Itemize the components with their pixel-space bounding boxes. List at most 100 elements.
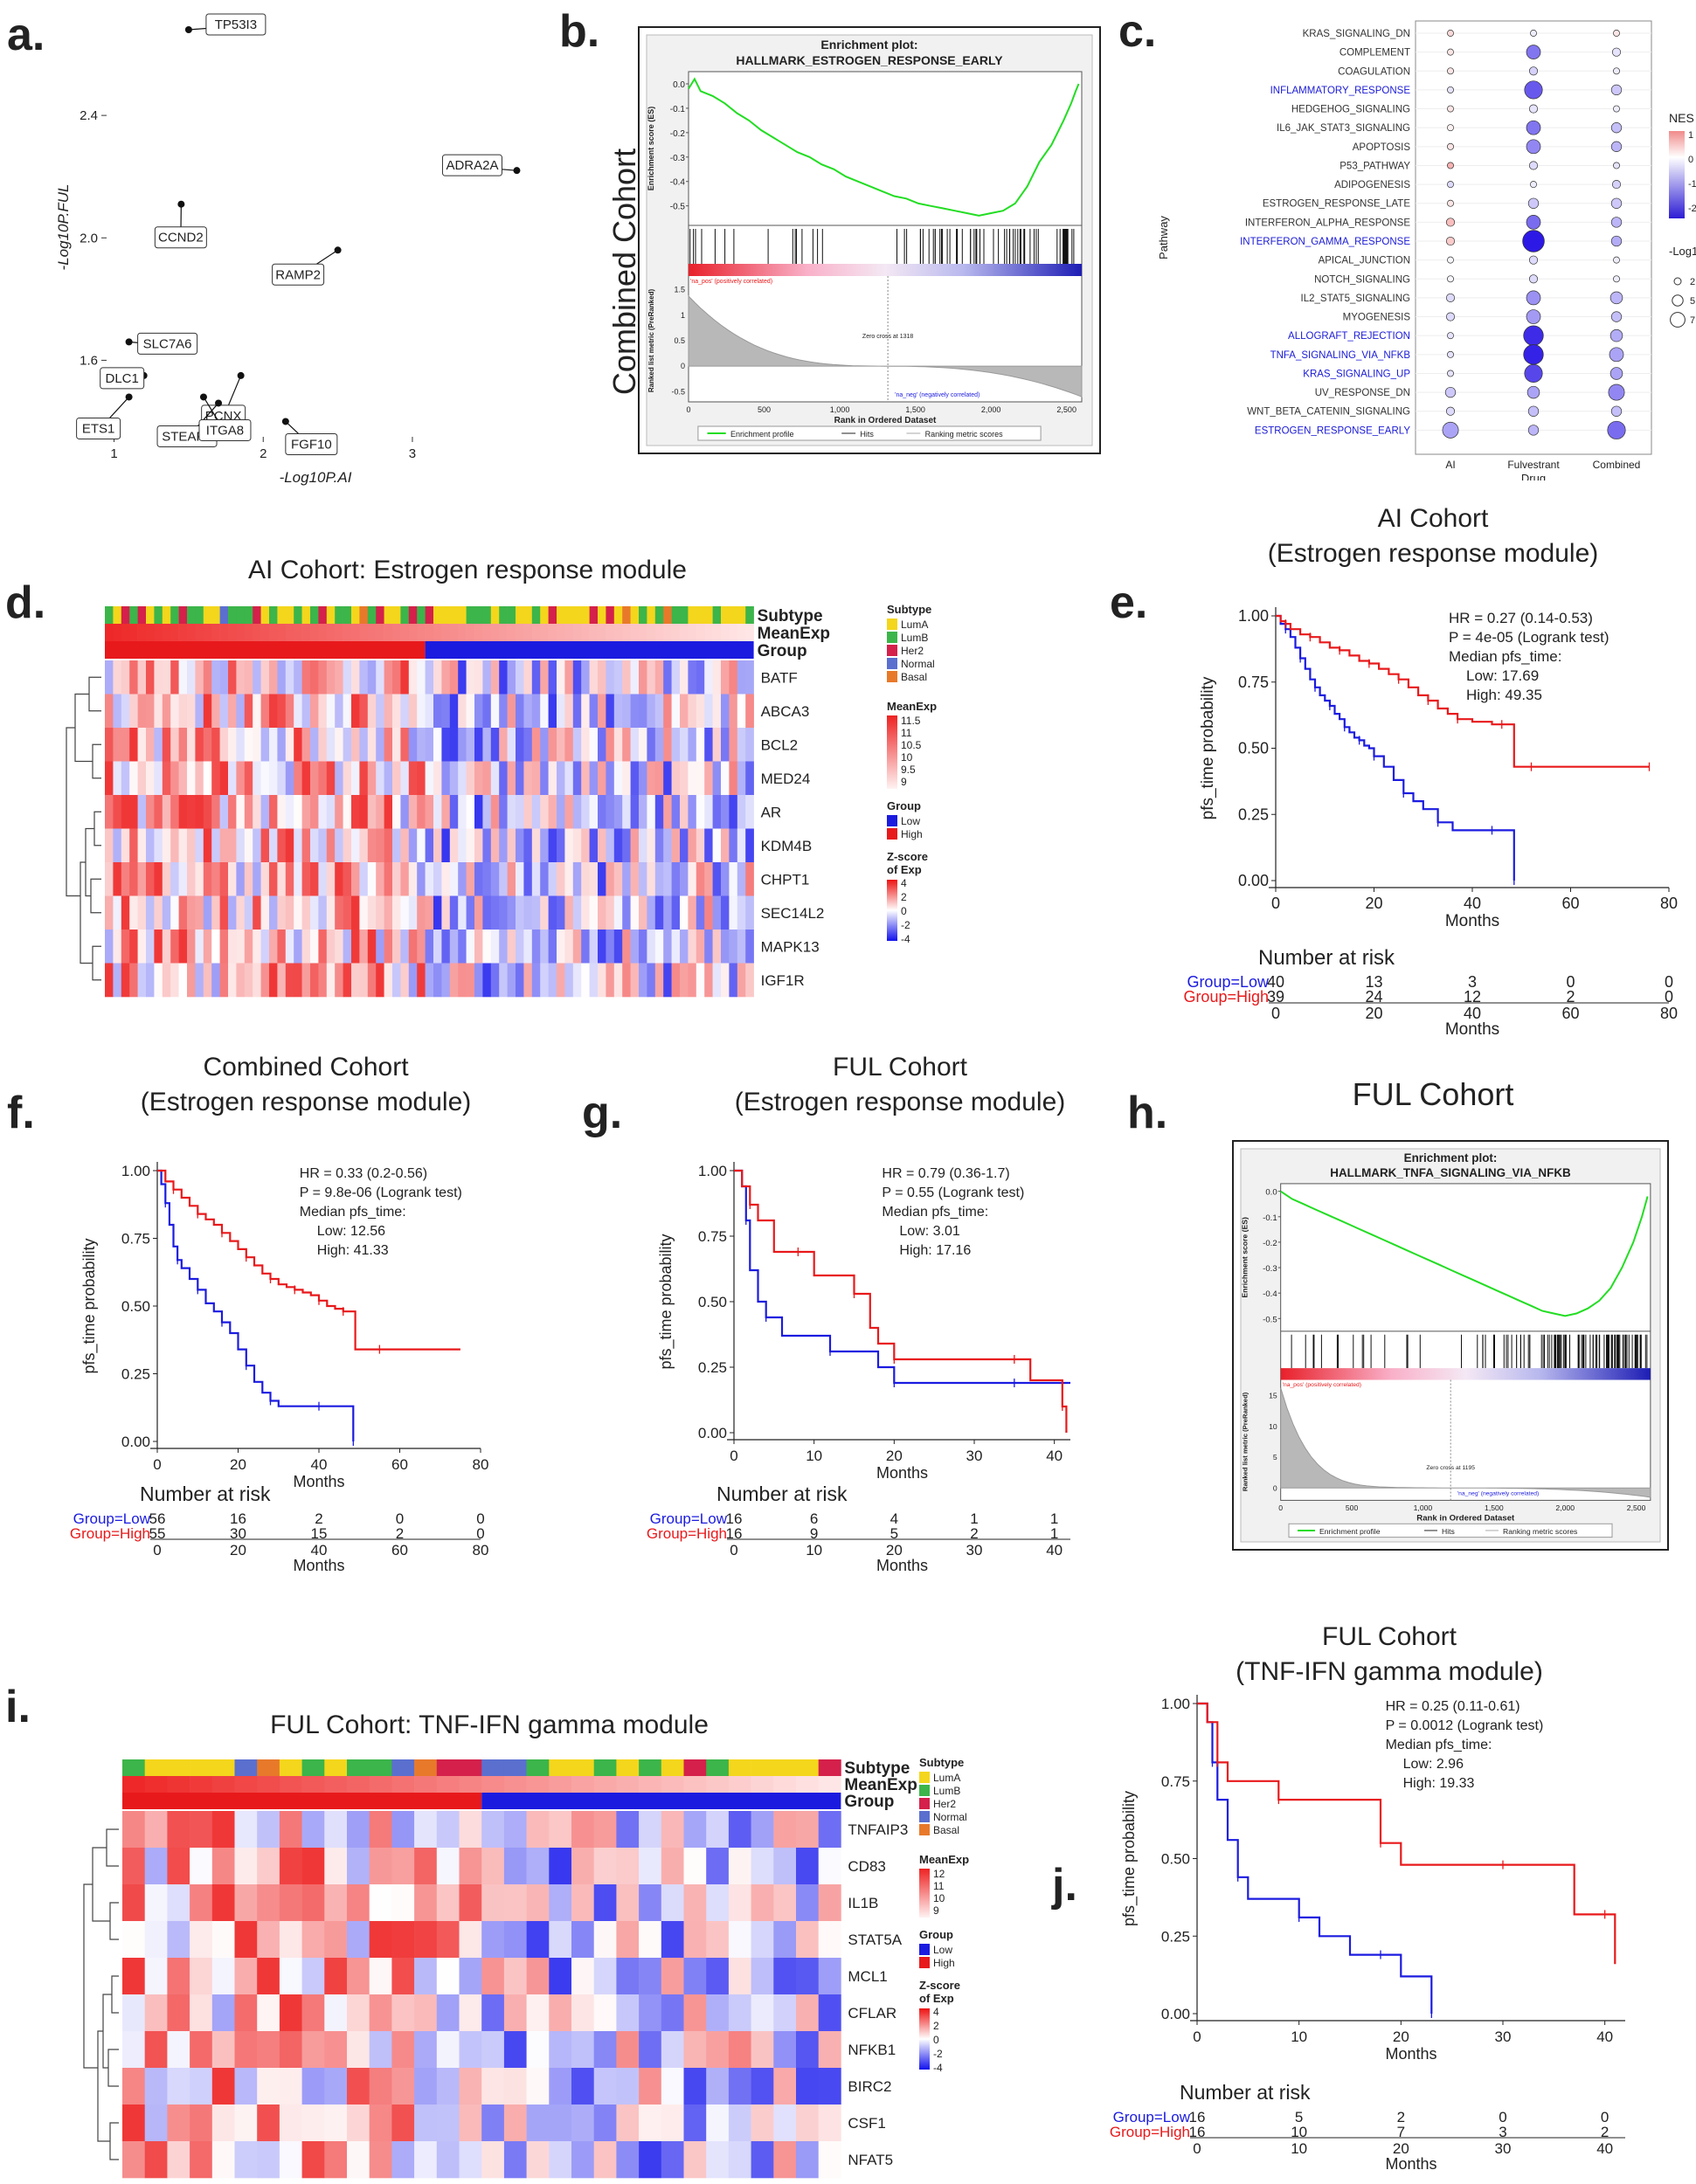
subtype-cell [630, 606, 640, 624]
heatmap-cell [598, 761, 606, 796]
heatmap-cell [481, 1848, 505, 1885]
heatmap-cell [696, 694, 705, 729]
heatmap-cell [639, 1958, 662, 1995]
km-annotation: Median pfs_time: [882, 1205, 988, 1220]
subtype-cell [474, 606, 483, 624]
heatmap-cell [425, 761, 434, 796]
heatmap-cell [680, 728, 689, 762]
heatmap-cell [490, 828, 500, 863]
subtype-cell [683, 1759, 707, 1776]
heatmap-cell [796, 1921, 819, 1959]
heatmap-cell [433, 660, 442, 695]
subtype-cell [129, 606, 138, 624]
heatmap-cell [549, 1848, 572, 1885]
pathway-dot [1526, 290, 1541, 306]
pathway-dot [1445, 406, 1456, 416]
heatmap-cell [301, 1811, 325, 1849]
heatmap-cell [369, 1994, 392, 2032]
legend-subtype-swatch [919, 1798, 930, 1809]
heatmap-cell [236, 761, 246, 796]
heatmap-cell [589, 828, 599, 863]
heatmap-cell [347, 1958, 370, 1995]
heatmap-cell [170, 963, 179, 998]
heatmap-cell [706, 2141, 730, 2179]
heatmap-cell [408, 930, 418, 964]
heatmap-cell [211, 2068, 235, 2105]
heatmap-cell [507, 795, 516, 829]
heatmap-cell [211, 930, 220, 964]
km-annotation: HR = 0.27 (0.14-0.53) [1449, 610, 1593, 626]
heatmap-cell [796, 1994, 819, 2032]
heatmap-cell [277, 728, 287, 762]
x-tick-label: 80 [1660, 895, 1678, 912]
meanexp-cell [154, 624, 163, 641]
legend-meanexp-label: 9 [933, 1904, 939, 1917]
pathway-dot [1530, 30, 1537, 37]
pathway-dot [1527, 425, 1540, 436]
subtype-cell [548, 606, 557, 624]
subtype-cell [167, 1759, 190, 1776]
heatmap-cell [195, 895, 204, 930]
heatmap-cell [121, 930, 130, 964]
heatmap-cell [234, 1848, 258, 1885]
heatmap-cell [613, 728, 623, 762]
heatmap-cell [414, 2031, 438, 2069]
heatmap-cell [737, 761, 746, 796]
heatmap-cell [647, 728, 656, 762]
heatmap-cell [369, 2105, 392, 2142]
heatmap-cell [253, 761, 261, 796]
label-box [285, 432, 338, 455]
pathway-dot [1447, 181, 1454, 189]
heatmap-cell [557, 963, 565, 998]
subtype-cell [490, 606, 500, 624]
heatmap-cell [257, 2031, 280, 2069]
heatmap-cell [751, 1811, 774, 1849]
heatmap-cell [704, 761, 713, 796]
heatmap-cell [203, 694, 212, 729]
heatmap-cell [369, 2068, 392, 2105]
legend-meanexp-label: 9 [901, 776, 907, 788]
risk-row-label: Group=High [70, 1525, 150, 1542]
subtype-cell [154, 606, 163, 624]
heatmap-cell [704, 795, 713, 829]
heatmap-cell [167, 1921, 190, 1959]
es-axis-label: Enrichment score (ES) [1240, 1217, 1249, 1298]
heatmap-cell [481, 2141, 505, 2179]
heatmap-cell [391, 1958, 415, 1995]
heatmap-cell [279, 1848, 302, 1885]
heatmap-cell [751, 1994, 774, 2032]
heatmap-cell [481, 2031, 505, 2069]
heatmap-cell [234, 2105, 258, 2142]
pathway-label: IL2_STAT5_SIGNALING [1301, 294, 1411, 304]
heatmap-cell [244, 862, 253, 896]
legend-z-label: -2 [933, 2048, 943, 2060]
heatmap-cell [122, 2105, 145, 2142]
heatmap-cell [507, 895, 516, 930]
panel-j-title-line2: (TNF-IFN gamma module) [1236, 1657, 1543, 1686]
heatmap-cell [367, 660, 377, 695]
legend-subtype-swatch [919, 1811, 930, 1822]
panel-e-title-line1: AI Cohort [1377, 504, 1489, 533]
heatmap-cell [253, 728, 261, 762]
heatmap-cell [458, 694, 467, 729]
heatmap-cell [113, 963, 122, 998]
heatmap-cell [622, 761, 631, 796]
risk-table-title: Number at risk [1180, 2081, 1311, 2104]
heatmap-cell [359, 694, 369, 729]
km-annotation: Low: 3.01 [899, 1224, 959, 1239]
heatmap-cell [376, 761, 384, 796]
subtype-cell [347, 1759, 370, 1776]
heatmap-cell [706, 2068, 730, 2105]
drug-tick-label: AI [1445, 459, 1455, 471]
heatmap-cell [474, 694, 483, 729]
subtype-cell [531, 606, 541, 624]
heatmap-cell [458, 795, 467, 829]
heatmap-cell [704, 828, 713, 863]
subtype-cell [279, 1759, 302, 1776]
heatmap-cell [384, 895, 393, 930]
heatmap-cell [384, 963, 393, 998]
heatmap-cell [113, 694, 122, 729]
heatmap-cell [253, 694, 261, 729]
heatmap-cell [384, 728, 393, 762]
legend-subtype-label: Her2 [933, 1798, 956, 1810]
